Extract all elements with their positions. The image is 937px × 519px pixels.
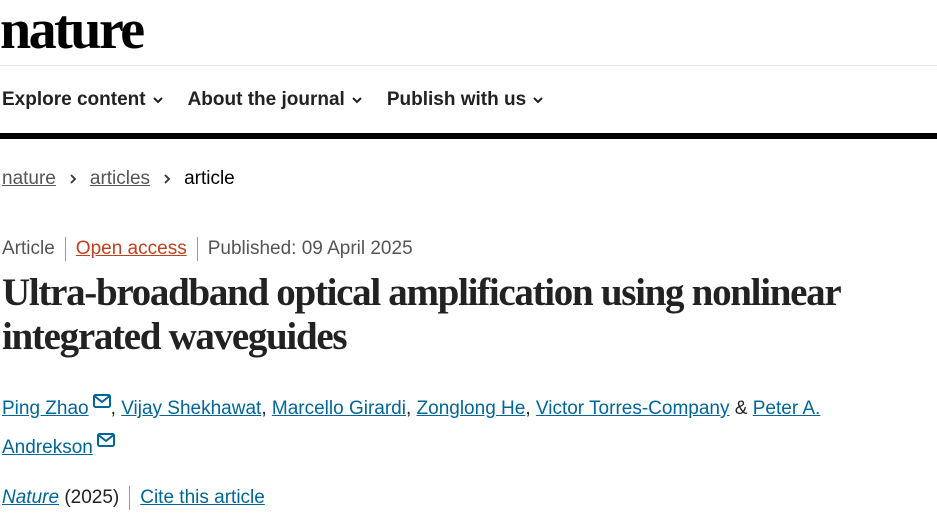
- chevron-down-icon: [152, 97, 163, 104]
- author-link[interactable]: Vijay Shekhawat: [121, 398, 262, 419]
- article-meta: Article Open access Published: 09 April …: [2, 237, 413, 261]
- author-link[interactable]: Zonglong He: [416, 398, 526, 419]
- article-type: Article: [2, 238, 55, 259]
- separator: [129, 486, 131, 510]
- main-nav: Explore content About the journal Publis…: [2, 89, 544, 111]
- article-title: Ultra-broadband optical amplification us…: [2, 271, 841, 358]
- nature-logo[interactable]: nature: [0, 0, 145, 61]
- published-date: Published: 09 April 2025: [207, 238, 413, 259]
- nav-about-journal[interactable]: About the journal: [188, 89, 363, 111]
- email-icon[interactable]: [92, 394, 111, 408]
- email-icon[interactable]: [96, 433, 115, 447]
- nav-explore-content[interactable]: Explore content: [2, 89, 164, 111]
- nav-label: About the journal: [187, 89, 345, 110]
- breadcrumb-nature[interactable]: nature: [2, 168, 56, 189]
- journal-link[interactable]: Nature: [2, 487, 60, 508]
- author-list: Ping Zhao, Vijay Shekhawat, Marcello Gir…: [2, 389, 872, 467]
- chevron-down-icon: [533, 97, 543, 104]
- breadcrumb-current: article: [184, 168, 235, 189]
- divider: [0, 65, 937, 66]
- separator: [64, 237, 66, 261]
- cite-article-link[interactable]: Cite this article: [140, 487, 265, 508]
- separator: &: [734, 398, 748, 419]
- open-access-link[interactable]: Open access: [75, 238, 187, 259]
- citation-row: Nature (2025) Cite this article: [2, 486, 265, 510]
- nav-label: Publish with us: [386, 89, 527, 110]
- header-bar: [0, 133, 937, 139]
- breadcrumb-articles[interactable]: articles: [89, 168, 151, 189]
- separator: ,: [525, 398, 531, 419]
- breadcrumb: nature articles article: [2, 168, 235, 190]
- citation-year: (2025): [64, 487, 120, 508]
- author-link[interactable]: Victor Torres-Company: [535, 398, 730, 419]
- author-link[interactable]: Marcello Girardi: [271, 398, 406, 419]
- nav-label: Explore content: [2, 89, 146, 110]
- chevron-right-icon: [70, 174, 77, 184]
- separator: ,: [261, 398, 267, 419]
- author-link[interactable]: Ping Zhao: [2, 398, 89, 419]
- nav-publish-with-us[interactable]: Publish with us: [387, 89, 544, 111]
- chevron-down-icon: [352, 97, 362, 104]
- author-link[interactable]: Peter A. Andrekson: [2, 398, 821, 458]
- chevron-right-icon: [164, 174, 171, 184]
- separator: ,: [405, 398, 412, 419]
- separator: [196, 237, 198, 261]
- separator: ,: [110, 398, 116, 419]
